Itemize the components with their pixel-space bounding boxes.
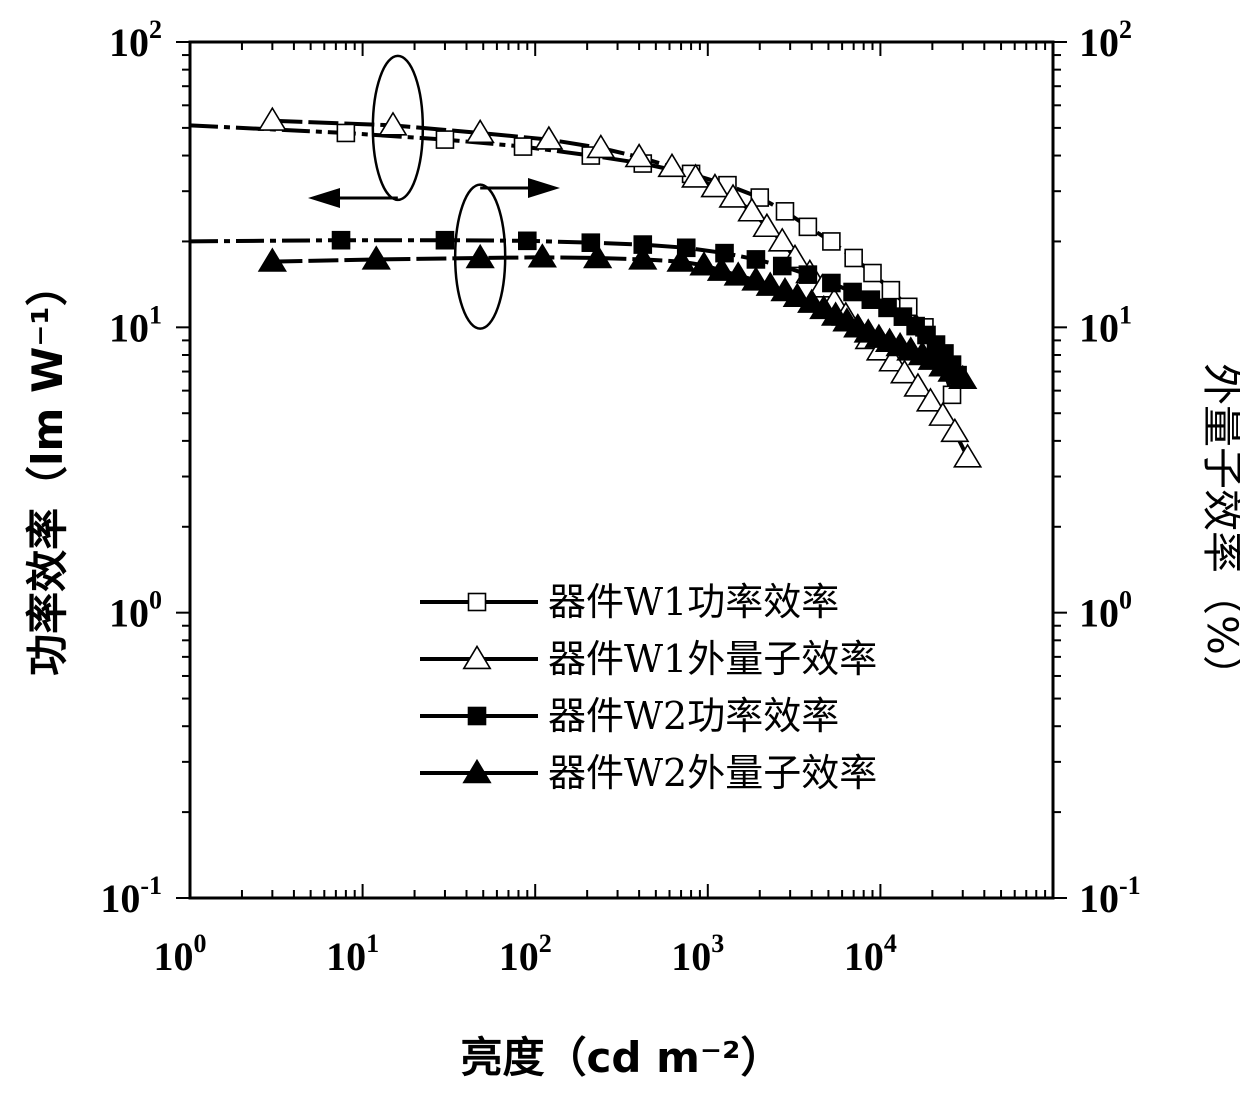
data-point <box>681 163 711 188</box>
data-point <box>465 243 495 269</box>
data-point <box>257 106 287 131</box>
legend-label: 器件W2功率效率 <box>548 694 839 738</box>
series-line-1 <box>189 123 954 396</box>
legend-item: 器件W1外量子效率 <box>420 637 877 681</box>
axes <box>188 40 1055 900</box>
data-point <box>752 212 782 238</box>
data-point <box>527 243 557 268</box>
data-point <box>767 227 797 252</box>
y-tick-label-right: 102 <box>1079 15 1132 65</box>
data-point <box>624 143 654 168</box>
y-axis-title-right: 外量子效率（%） <box>1198 363 1240 697</box>
tick-labels: 100 101 102 103 104 10-1 10-1 100 100 101 101 102 10… <box>100 15 1140 979</box>
data-point <box>628 245 658 270</box>
legend-label: 器件W1外量子效率 <box>548 637 877 681</box>
plot-frame <box>188 40 1055 900</box>
data-point <box>706 256 737 281</box>
data-point <box>715 243 734 263</box>
y-tick-label-right: 101 <box>1079 300 1132 350</box>
legend-label: 器件W1功率效率 <box>548 580 839 624</box>
legend-marker <box>467 592 487 612</box>
annotations <box>308 54 560 330</box>
data-point <box>861 290 881 309</box>
data-point <box>723 261 753 286</box>
series-markers <box>257 106 983 468</box>
data-point <box>746 250 766 269</box>
ticks <box>176 41 1067 899</box>
data-point <box>755 271 785 296</box>
data-point <box>878 298 897 318</box>
data-point <box>798 265 818 284</box>
data-point <box>952 443 983 468</box>
data-point <box>737 197 767 222</box>
data-point <box>361 245 391 270</box>
data-point <box>822 273 841 293</box>
y-tick-label: 10-1 <box>100 871 162 921</box>
data-point <box>863 263 882 283</box>
data-point <box>435 130 455 149</box>
data-point <box>843 282 862 302</box>
data-point <box>881 280 901 300</box>
data-point <box>775 202 795 221</box>
data-point <box>903 372 933 397</box>
x-tick-label: 101 <box>326 929 379 979</box>
data-point <box>581 233 601 252</box>
data-point <box>889 359 920 384</box>
data-point <box>586 133 616 159</box>
series-markers-3 <box>331 230 967 385</box>
y-axis-title: 功率效率（lm W⁻¹） <box>23 264 72 676</box>
data-point <box>657 152 687 178</box>
legend-item: 器件W1功率效率 <box>420 580 839 624</box>
data-point <box>782 282 812 307</box>
legend-marker <box>462 758 492 784</box>
x-tick-label: 104 <box>844 929 897 979</box>
x-tick-label: 103 <box>671 929 724 979</box>
data-point <box>534 125 564 150</box>
data-point <box>750 188 770 207</box>
data-point <box>700 173 730 198</box>
data-point <box>336 123 356 143</box>
y-tick-label: 102 <box>109 15 162 65</box>
data-point <box>513 137 533 156</box>
data-point <box>948 364 978 390</box>
data-point <box>928 401 958 426</box>
legend-marker <box>462 644 492 670</box>
data-point <box>844 248 863 268</box>
data-point <box>718 183 748 208</box>
data-point <box>331 230 351 250</box>
data-point <box>465 118 495 144</box>
data-point <box>583 243 613 269</box>
data-point <box>798 217 818 237</box>
legend-item: 器件W2功率效率 <box>420 694 839 738</box>
data-point <box>772 256 792 276</box>
annotation-arrowhead <box>308 188 340 208</box>
x-tick-label: 100 <box>154 929 207 979</box>
data-point <box>666 247 696 272</box>
legend-label: 器件W2外量子效率 <box>548 751 877 795</box>
data-point <box>435 230 455 250</box>
legend-item: 器件W2外量子效率 <box>420 751 877 795</box>
data-point <box>378 111 408 136</box>
data-point <box>689 251 719 276</box>
data-point <box>257 247 287 272</box>
y-tick-label-right: 10-1 <box>1079 871 1141 921</box>
y-tick-label: 100 <box>109 586 162 636</box>
data-point <box>940 417 970 443</box>
series-markers-4 <box>257 243 978 390</box>
x-tick-label: 102 <box>499 929 552 979</box>
annotation-arrowhead <box>528 178 560 198</box>
data-point <box>822 232 841 251</box>
x-axis-title: 亮度（cd m⁻²） <box>461 1033 783 1082</box>
data-point <box>915 387 946 412</box>
y-tick-label-right: 100 <box>1079 586 1132 636</box>
legend-marker <box>467 706 487 726</box>
data-point <box>518 231 537 251</box>
data-point <box>741 266 771 291</box>
y-tick-label: 101 <box>109 300 162 350</box>
